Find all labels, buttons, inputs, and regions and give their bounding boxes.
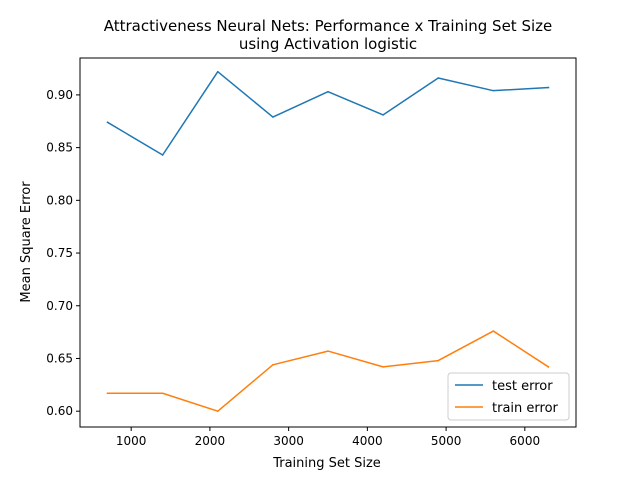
data-point-test-error — [106, 121, 109, 124]
data-point-train-error — [327, 350, 329, 352]
data-point-test-error — [161, 154, 164, 156]
data-point-train-error — [492, 330, 495, 332]
y-tick-label: 0.60 — [46, 404, 73, 418]
y-tick-label: 0.80 — [46, 193, 73, 207]
x-tick-label: 4000 — [352, 434, 383, 448]
axis-ticks: 1000 2000 3000 4000 5000 6000 0.60 0.65 0.70 0.75… — [46, 88, 540, 448]
series-lines — [106, 70, 550, 412]
data-point-test-error — [437, 77, 439, 79]
data-point-train-error — [106, 392, 109, 395]
y-tick-label: 0.85 — [46, 141, 73, 155]
data-point-train-error — [161, 392, 164, 395]
y-tick-label: 0.70 — [46, 299, 73, 313]
y-tick-label: 0.65 — [46, 351, 73, 365]
y-tick-label: 0.90 — [46, 88, 73, 102]
legend-label-test-error: test error — [492, 379, 553, 394]
data-point-test-error — [217, 70, 219, 73]
data-point-train-error — [272, 364, 274, 366]
x-axis-label: Training Set Size — [272, 456, 381, 471]
axes-frame — [79, 57, 577, 428]
data-point-test-error — [327, 90, 329, 93]
data-point-train-error — [382, 366, 384, 368]
data-point-train-error — [437, 359, 439, 362]
legend-label-train-error: train error — [492, 401, 559, 416]
x-tick-label: 1000 — [116, 434, 147, 448]
chart-title-line-2: using Activation logistic — [239, 35, 417, 53]
data-point-test-error — [272, 116, 274, 118]
chart-title-line-1: Attractiveness Neural Nets: Performance … — [104, 17, 552, 35]
data-point-test-error — [382, 114, 384, 116]
data-point-train-error — [217, 410, 219, 412]
x-tick-label: 2000 — [195, 434, 226, 448]
x-tick-label: 3000 — [273, 434, 304, 448]
x-tick-label: 5000 — [431, 434, 462, 448]
y-tick-label: 0.75 — [46, 246, 73, 260]
legend: test error train error — [447, 372, 570, 421]
plot-area — [80, 58, 576, 427]
y-axis-label: Mean Square Error — [19, 181, 34, 303]
data-point-test-error — [547, 86, 550, 89]
x-tick-label: 6000 — [510, 434, 541, 448]
data-point-test-error — [492, 89, 495, 92]
data-point-train-error — [547, 366, 550, 368]
